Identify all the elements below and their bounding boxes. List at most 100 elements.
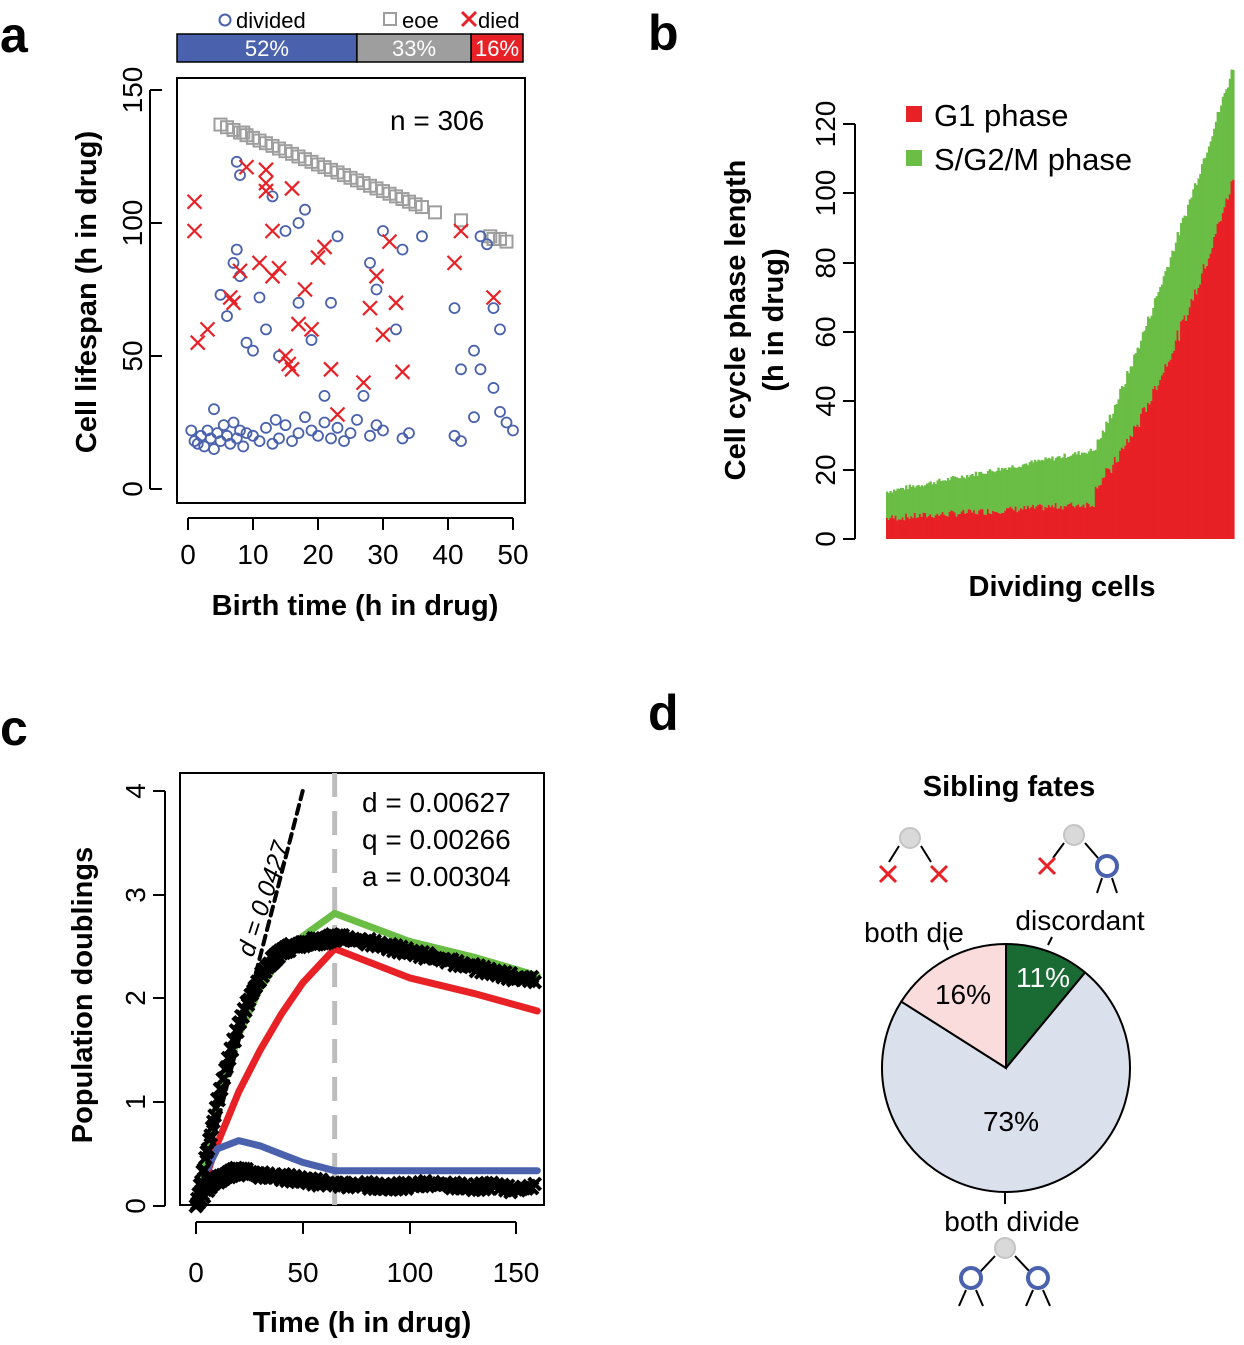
bar-g1	[908, 518, 911, 539]
panel-a-xtick-4: 40	[432, 539, 463, 570]
bar-sg2m	[1101, 430, 1105, 479]
bar-sg2m	[1159, 286, 1162, 381]
bar-g1	[891, 515, 894, 539]
bar-sg2m	[1200, 164, 1204, 274]
divided-point	[500, 416, 513, 429]
bar-g1	[959, 513, 962, 539]
panel-b-ytick-5: 100	[810, 170, 841, 217]
bar-g1	[1066, 504, 1070, 539]
died-point	[316, 239, 333, 255]
panel-a-ytick-3: 150	[117, 67, 148, 114]
bar-sg2m	[1028, 462, 1032, 509]
panel-a-xtick-1: 10	[237, 539, 268, 570]
bar-sg2m	[1006, 470, 1009, 509]
bar-sg2m	[1227, 87, 1230, 200]
bar-g1	[957, 514, 960, 539]
panel-b-y-label-line2: (h in drug)	[758, 248, 790, 391]
bar-sg2m	[1188, 199, 1192, 308]
bar-g1	[1150, 400, 1153, 539]
died-point	[368, 268, 385, 284]
bar-g1	[1197, 287, 1200, 539]
bar-g1	[1093, 507, 1096, 539]
bar-g1	[992, 510, 995, 539]
bar-sg2m	[894, 490, 898, 516]
divided-point	[377, 424, 389, 437]
bar-g1	[1192, 300, 1195, 539]
legend-sg2m-label: S/G2/M phase	[934, 142, 1132, 177]
bar-sg2m	[1049, 458, 1052, 508]
divided-point	[269, 413, 282, 426]
bar-sg2m	[1066, 456, 1070, 505]
pie-label-discordant: discordant	[1015, 905, 1144, 936]
bar-g1	[1006, 508, 1009, 539]
panel-c-xtick-1: 50	[287, 1257, 318, 1288]
divided-point	[448, 429, 461, 442]
bar-sg2m	[934, 484, 938, 516]
bar-sg2m	[1030, 460, 1033, 507]
bar-sg2m	[1211, 136, 1214, 248]
divided-point	[325, 432, 337, 445]
divided-point	[396, 243, 409, 256]
divided-point	[253, 435, 266, 448]
bar-g1	[1056, 508, 1059, 539]
bar-sg2m	[1181, 217, 1185, 320]
bar-sg2m	[1134, 353, 1138, 427]
divided-point	[494, 323, 506, 336]
divided-point	[325, 296, 337, 309]
divided-point	[331, 421, 344, 434]
bar-g1	[964, 513, 967, 539]
bar-sg2m	[917, 484, 920, 518]
panel-a-xtick-3: 30	[367, 539, 398, 570]
bar-g1	[1176, 330, 1179, 539]
bar-sg2m	[1056, 456, 1059, 509]
bar-g1	[886, 517, 889, 539]
bar-g1	[1026, 505, 1030, 539]
died-point	[186, 223, 203, 239]
fate-percentage-bar: 52% 33% 16%	[176, 33, 524, 63]
panel-b-x-label: Dividing cells	[969, 571, 1156, 603]
bar-g1	[1094, 486, 1098, 539]
legend-sg2m-swatch	[906, 150, 922, 166]
bar-g1	[974, 513, 978, 539]
bar-sg2m	[1126, 371, 1129, 439]
bar-g1	[894, 515, 898, 539]
bar-g1	[1140, 413, 1143, 539]
fate-bar-label-2: 16%	[475, 36, 519, 61]
bar-g1	[1063, 505, 1066, 539]
bar-sg2m	[992, 471, 995, 511]
bar-sg2m	[899, 487, 903, 520]
bar-g1	[985, 514, 988, 539]
bar-sg2m	[1025, 463, 1028, 510]
panel-a-n-annotation: n = 306	[390, 105, 484, 136]
bar-sg2m	[1103, 432, 1106, 478]
bar-sg2m	[1018, 466, 1021, 511]
panel-c-ytick-2: 2	[120, 990, 151, 1006]
bar-sg2m	[1220, 105, 1223, 221]
bar-g1	[1188, 307, 1192, 539]
bar-sg2m	[988, 469, 991, 514]
divided-point	[344, 427, 357, 440]
died-point	[297, 281, 313, 298]
observed-point	[211, 1092, 227, 1108]
bar-sg2m	[1183, 215, 1186, 316]
bar-g1	[1162, 372, 1165, 539]
bar-sg2m	[1166, 267, 1169, 367]
died-point	[232, 263, 248, 279]
bar-g1	[979, 509, 983, 539]
bar-g1	[1042, 510, 1045, 539]
died-point	[199, 321, 216, 338]
divided-point	[468, 411, 480, 424]
tree-discordant-icon	[1037, 824, 1119, 894]
divided-point	[455, 363, 467, 376]
bar-sg2m	[1193, 183, 1197, 290]
bar-sg2m	[1202, 158, 1206, 265]
bar-g1	[1100, 485, 1103, 539]
bar-g1	[1131, 436, 1134, 539]
model-line-1	[192, 945, 541, 1210]
bar-g1	[1126, 438, 1129, 539]
died-point	[290, 316, 307, 332]
bar-g1	[997, 512, 1000, 539]
divided-point	[286, 435, 298, 448]
bar-g1	[1101, 478, 1105, 539]
